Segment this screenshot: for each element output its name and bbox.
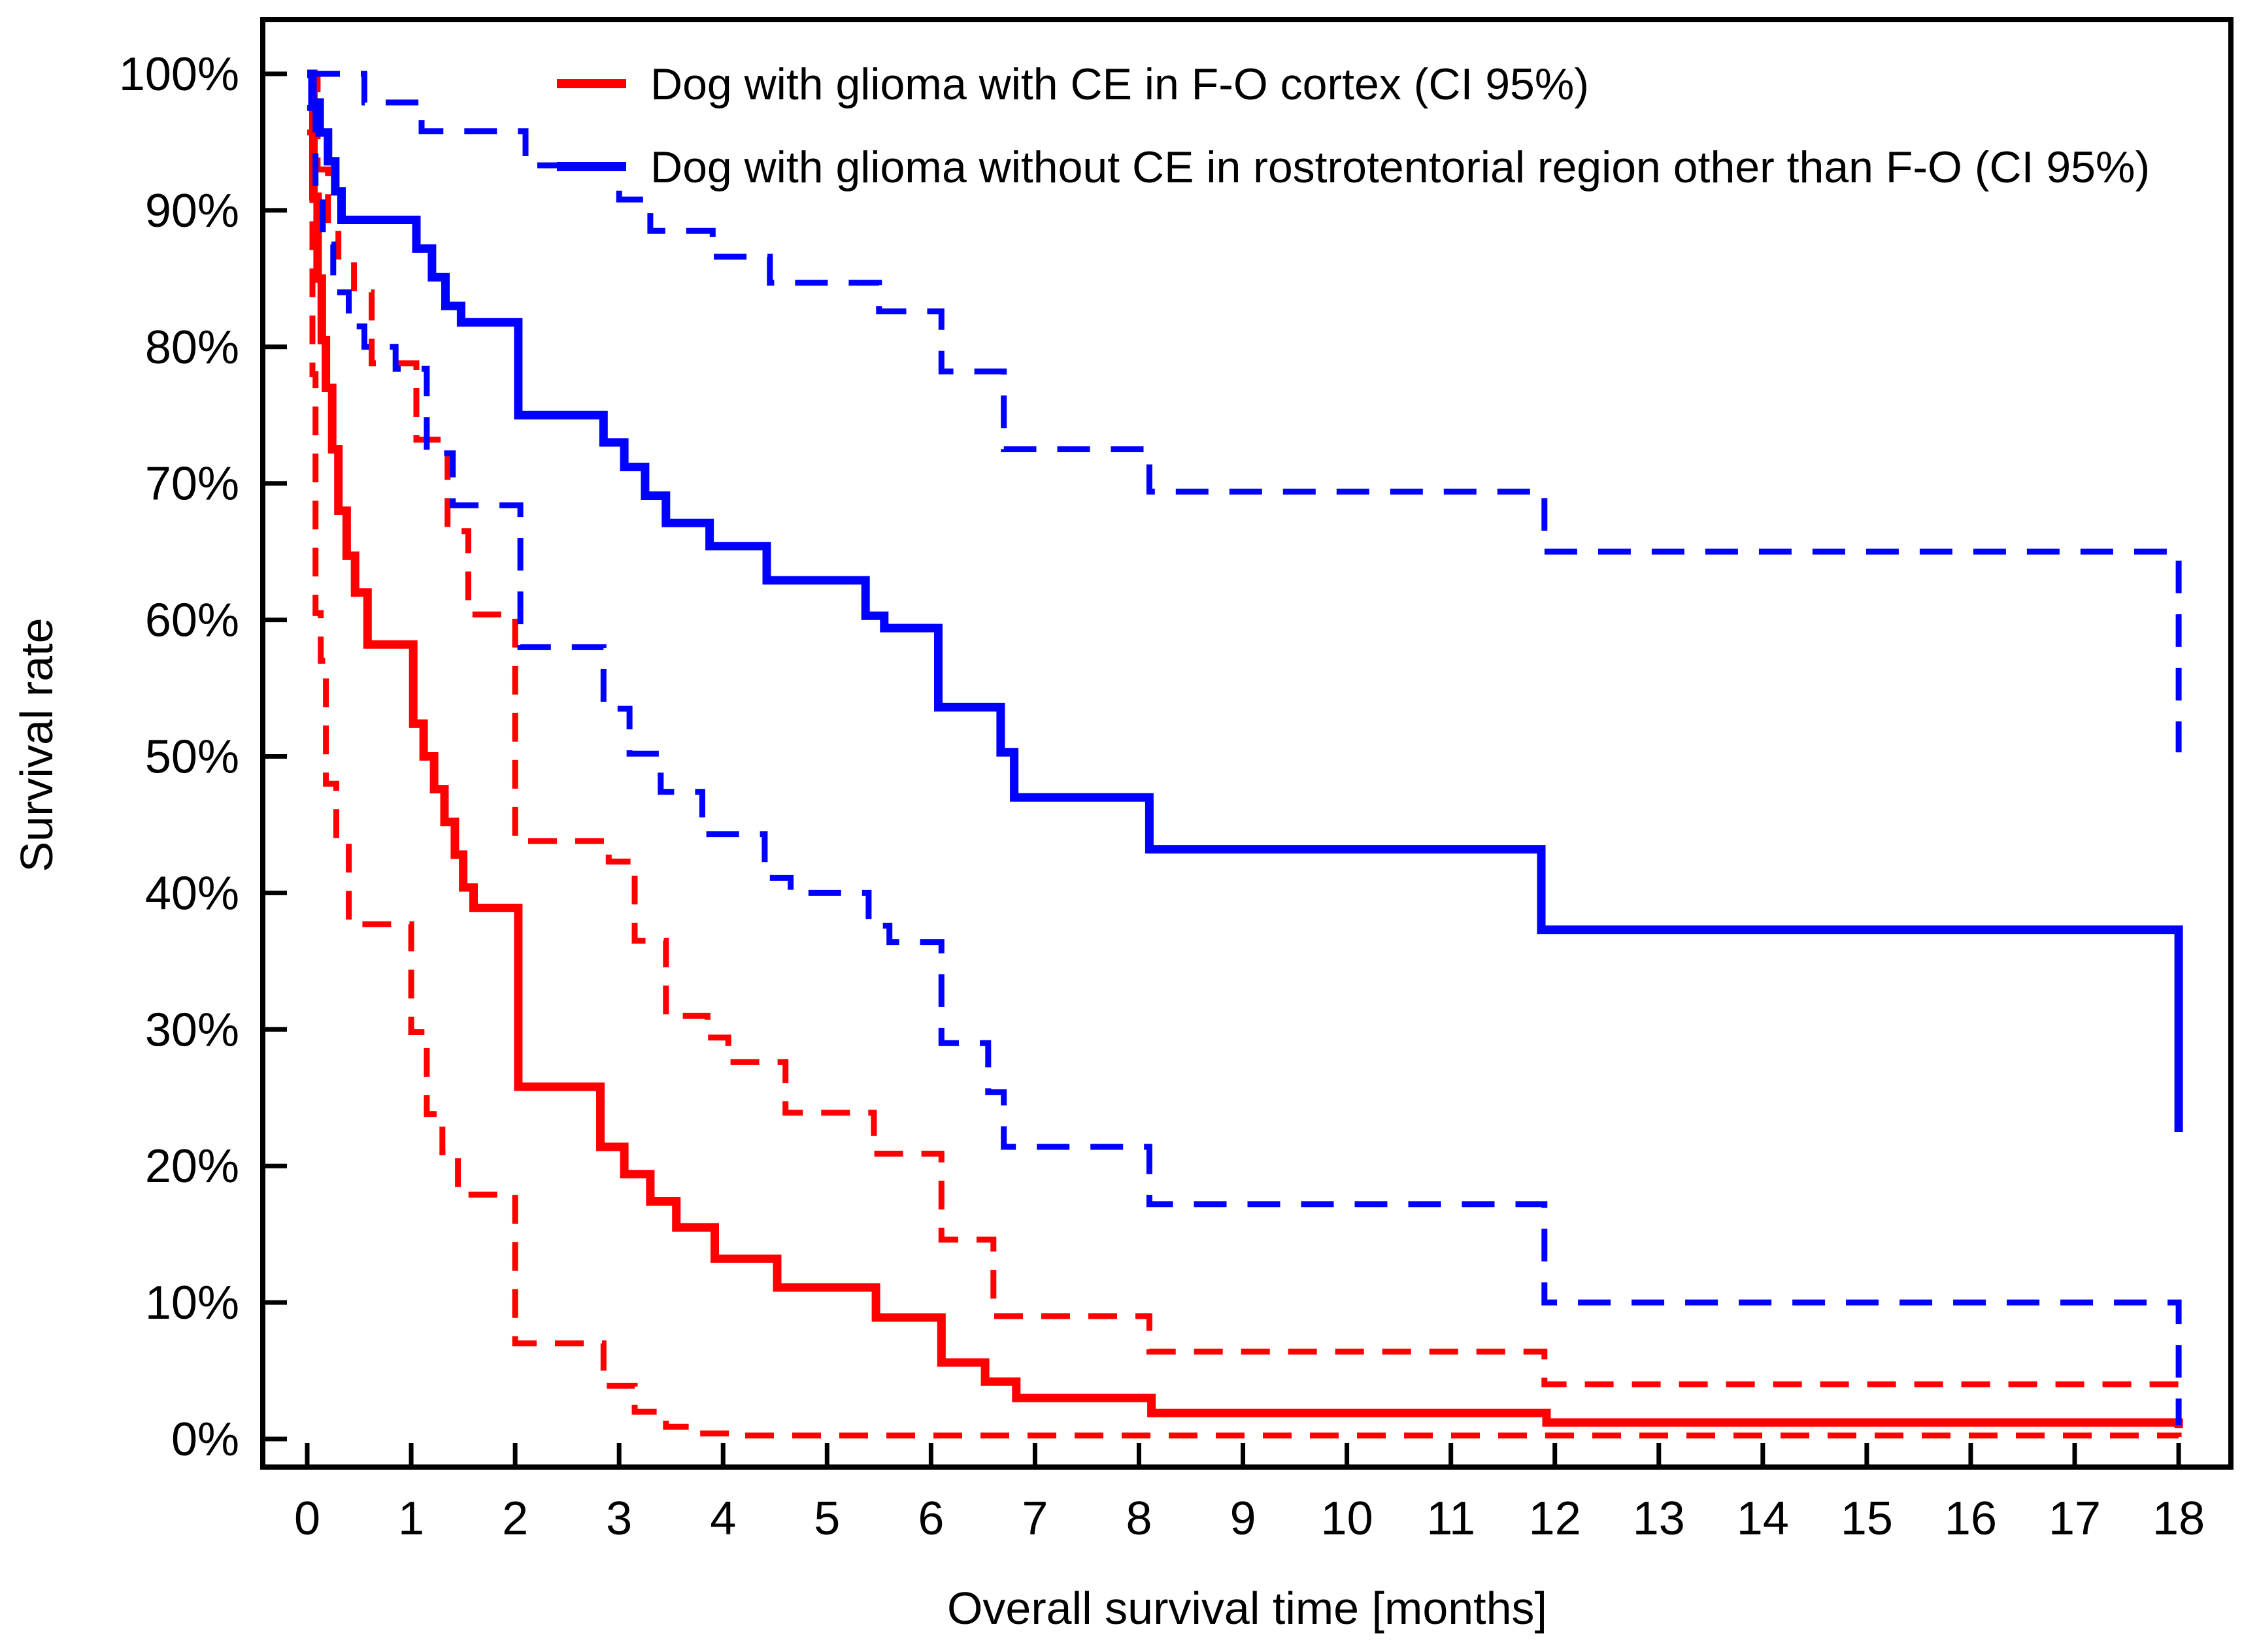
x-tick-label-14: 14 xyxy=(1737,1493,1789,1545)
y-tick-label-10: 10% xyxy=(145,1277,239,1329)
x-tick-label-10: 10 xyxy=(1321,1493,1373,1545)
y-tick-label-20: 20% xyxy=(145,1140,239,1193)
y-tick-label-40: 40% xyxy=(145,867,239,919)
y-tick-label-70: 70% xyxy=(145,458,239,510)
y-tick-label-50: 50% xyxy=(145,731,239,784)
x-tick-label-2: 2 xyxy=(502,1493,528,1545)
blue-lower-ci-curve xyxy=(307,105,2182,1426)
x-tick-label-11: 11 xyxy=(1426,1493,1475,1545)
x-tick-label-9: 9 xyxy=(1230,1493,1256,1545)
x-axis-title: Overall survival time [months] xyxy=(947,1583,1547,1634)
blue-solid-survival-curve xyxy=(307,69,2183,1132)
y-axis-title: Survival rate xyxy=(11,618,62,872)
y-tick-label-60: 60% xyxy=(145,595,239,647)
x-tick-label-5: 5 xyxy=(814,1493,840,1545)
x-tick-label-15: 15 xyxy=(1841,1493,1893,1545)
x-tick-label-1: 1 xyxy=(398,1493,424,1545)
axis-tick-labels: 0 1 2 3 4 5 6 7 8 9 10 11 12 13 14 15 16 17 180%10%20%30%4… xyxy=(119,48,2205,1545)
x-tick-label-17: 17 xyxy=(2049,1493,2101,1545)
red-solid-survival-curve xyxy=(307,69,2183,1429)
x-tick-label-3: 3 xyxy=(606,1493,632,1545)
x-tick-label-18: 18 xyxy=(2152,1493,2205,1545)
x-tick-label-12: 12 xyxy=(1529,1493,1581,1545)
legend-label-blue: Dog with glioma without CE in rostrotent… xyxy=(650,142,2150,192)
red-lower-ci-curve xyxy=(307,129,2182,1439)
x-tick-label-13: 13 xyxy=(1633,1493,1685,1545)
plot-border xyxy=(260,17,2234,1470)
y-tick-label-100: 100% xyxy=(119,48,239,101)
axis-ticks xyxy=(263,71,2181,1467)
legend-label-red: Dog with glioma with CE in F-O cortex (C… xyxy=(650,59,1589,109)
blue-upper-ci-curve xyxy=(307,71,2182,753)
x-tick-label-4: 4 xyxy=(710,1493,736,1545)
y-tick-label-90: 90% xyxy=(145,185,239,237)
x-tick-label-8: 8 xyxy=(1126,1493,1152,1545)
y-tick-label-30: 30% xyxy=(145,1004,239,1056)
x-tick-label-6: 6 xyxy=(918,1493,944,1545)
y-tick-label-80: 80% xyxy=(145,322,239,374)
red-upper-ci-curve xyxy=(307,71,2182,1405)
y-tick-label-0: 0% xyxy=(171,1413,239,1466)
x-tick-label-0: 0 xyxy=(294,1493,320,1545)
legend: Dog with glioma with CE in F-O cortex (C… xyxy=(557,59,2150,192)
x-tick-label-7: 7 xyxy=(1022,1493,1048,1545)
x-tick-label-16: 16 xyxy=(1945,1493,1997,1545)
survival-curves xyxy=(307,69,2183,1439)
